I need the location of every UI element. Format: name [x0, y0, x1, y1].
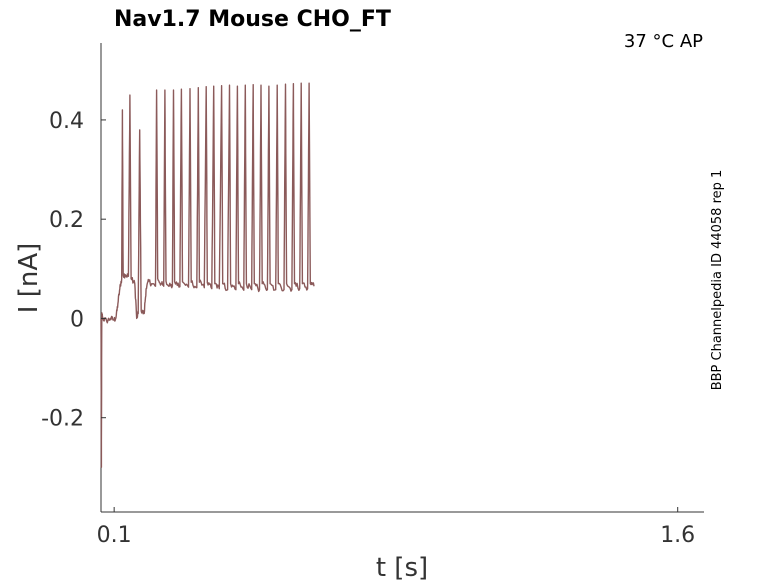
x-tick-label-1: 1.6 — [660, 523, 695, 548]
side-note: BBP Channelpedia ID 44058 rep 1 — [710, 170, 725, 391]
y-axis-label: I [nA] — [14, 243, 44, 313]
y-tick-label-1: 0.2 — [49, 208, 84, 233]
condition-label: 37 °C AP — [624, 31, 703, 52]
ticks: 0.1 1.6 0.4 0.2 0 -0.2 — [41, 109, 695, 548]
series-line-0 — [100, 82, 315, 468]
plot-area — [100, 82, 315, 468]
chart-title: Nav1.7 Mouse CHO_FT — [114, 7, 391, 32]
x-axis-label: t [s] — [376, 553, 428, 583]
x-tick-label-0: 0.1 — [97, 523, 132, 548]
y-tick-label-0: 0.4 — [49, 109, 84, 134]
y-tick-label-2: 0 — [70, 307, 84, 332]
y-tick-label-3: -0.2 — [41, 407, 84, 432]
